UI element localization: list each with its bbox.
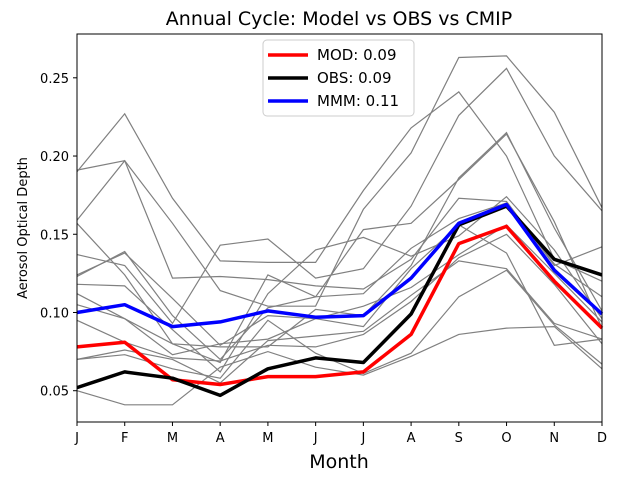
legend-box [262,39,415,117]
legend: MOD: 0.09 OBS: 0.09 MMM: 0.11 [262,39,415,117]
x-tick-label: M [262,431,273,446]
x-tick-label: S [455,431,463,446]
y-tick-label: 0.25 [40,72,69,87]
cmip-series-line-13 [76,325,603,406]
x-tick-label: D [597,431,607,446]
cmip-series-line-1 [76,91,603,282]
y-tick-label: 0.20 [40,150,69,165]
y-tick-label: 0.15 [40,228,69,243]
cmip-series-line-3 [76,160,603,290]
cmip-series-line-11 [76,260,603,384]
x-tick-label: J [360,431,365,446]
cmip-series-line-10 [76,233,603,362]
legend-label-mod: MOD: 0.09 [317,46,397,64]
x-tick-label: M [167,431,178,446]
cmip-series-line-2 [76,55,603,307]
legend-label-mmm: MMM: 0.11 [317,92,399,110]
y-axis-label: Aerosol Optical Depth [16,157,31,299]
x-tick-label: O [501,431,511,446]
series-line-mod [76,224,604,387]
cmip-series-line-12 [76,269,603,379]
x-tick-label: A [216,431,225,446]
x-tick-label: N [549,431,559,446]
y-tick-label: 0.05 [40,385,69,400]
series-line-mmm [76,202,604,329]
x-tick-label: J [313,431,318,446]
legend-label-obs: OBS: 0.09 [317,69,392,87]
x-axis-label: Month [309,451,369,473]
y-axis: 0.05 0.10 0.15 0.20 0.25 [40,72,77,400]
chart-title: Annual Cycle: Model vs OBS vs CMIP [166,8,512,30]
x-tick-label: J [74,431,79,446]
x-tick-label: F [121,431,128,446]
x-tick-label: A [407,431,416,446]
cmip-lines [76,55,603,406]
y-tick-label: 0.10 [40,306,69,321]
cmip-series-line-14 [76,224,603,347]
cmip-series-line-4 [76,67,603,325]
plot-frame [76,33,603,423]
main-lines [76,202,604,398]
